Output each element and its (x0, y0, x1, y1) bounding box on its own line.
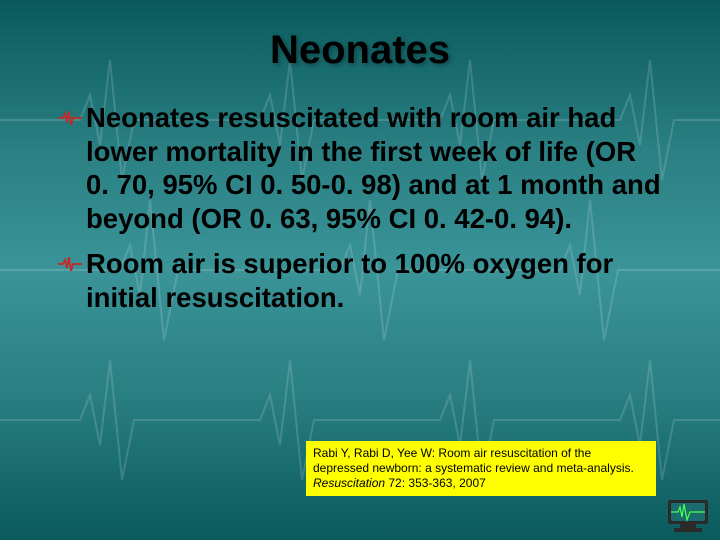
bullet-item: Room air is superior to 100% oxygen for … (58, 247, 662, 314)
citation-journal: Resuscitation (313, 476, 385, 490)
slide-title: Neonates (0, 0, 720, 73)
slide-container: Neonates Neonates resuscitated with room… (0, 0, 720, 540)
bullet-text: Neonates resuscitated with room air had … (86, 101, 662, 235)
heartbeat-icon (58, 257, 86, 271)
citation-box: Rabi Y, Rabi D, Yee W: Room air resuscit… (306, 441, 656, 496)
slide-content: Neonates resuscitated with room air had … (0, 73, 720, 314)
bullet-text: Room air is superior to 100% oxygen for … (86, 247, 662, 314)
citation-authors-title: Rabi Y, Rabi D, Yee W: Room air resuscit… (313, 446, 634, 475)
bullet-item: Neonates resuscitated with room air had … (58, 101, 662, 235)
heartbeat-icon (58, 111, 86, 125)
citation-ref: 72: 353-363, 2007 (385, 476, 486, 490)
monitor-logo-icon (664, 498, 712, 534)
